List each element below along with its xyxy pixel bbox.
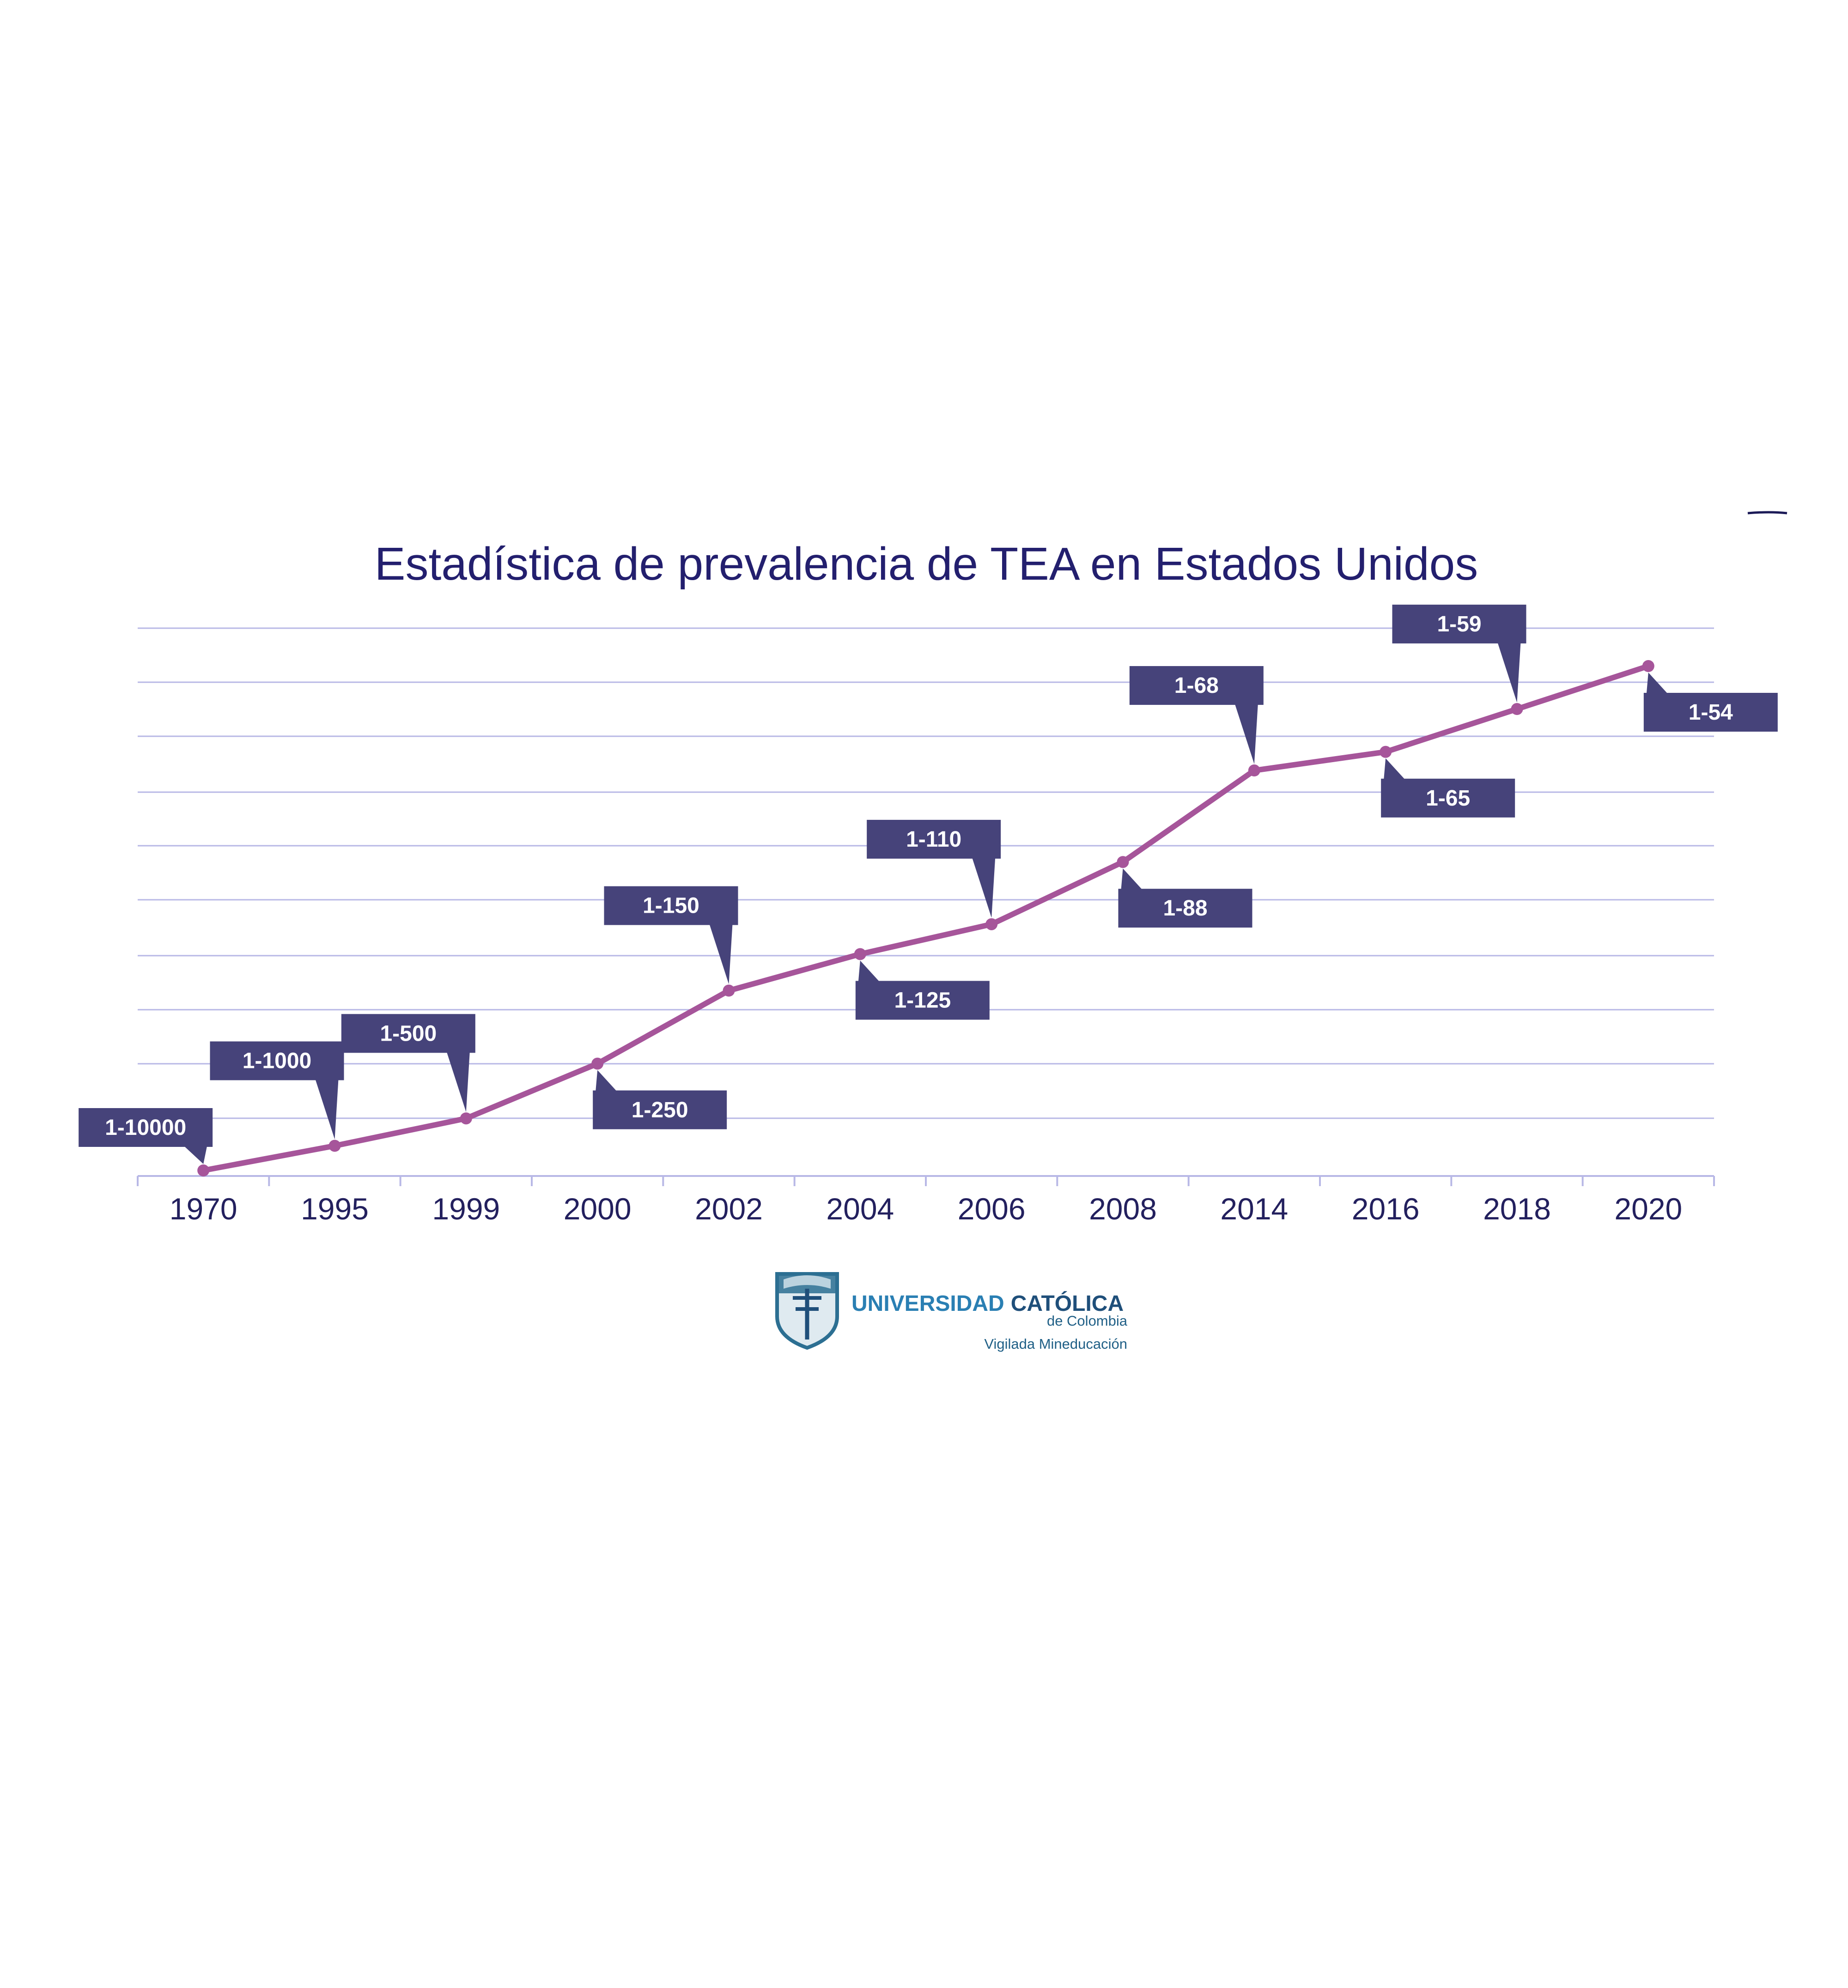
data-label-box	[867, 819, 1001, 859]
data-point	[1248, 764, 1260, 777]
data-label-box	[593, 1090, 727, 1129]
data-label: 1-110	[867, 819, 1001, 918]
data-label-box	[341, 1014, 475, 1053]
x-tick-label: 2008	[1089, 1192, 1157, 1226]
data-label-pointer	[596, 1070, 617, 1091]
data-label: 1-54	[1643, 673, 1778, 732]
data-label: 1-88	[1118, 868, 1252, 928]
data-label-text: 1-150	[643, 894, 699, 918]
x-tick-label: 2000	[564, 1192, 632, 1226]
corner-mark	[1747, 511, 1787, 515]
data-label: 1-125	[855, 960, 990, 1020]
data-label-pointer	[1384, 758, 1405, 780]
data-point	[328, 1139, 341, 1152]
logo-name-part2: CATÓLICA	[1011, 1291, 1124, 1316]
data-point	[1511, 703, 1523, 715]
x-tick-label: 1970	[170, 1192, 237, 1226]
logo-subtitle: de Colombia	[1047, 1313, 1128, 1329]
shield-icon	[775, 1272, 839, 1350]
data-point	[591, 1057, 604, 1070]
data-label-pointer	[858, 960, 880, 982]
data-label-text: 1-1000	[243, 1049, 311, 1073]
data-label-box	[1643, 693, 1778, 732]
x-tick-label: 2016	[1352, 1192, 1420, 1226]
data-point	[1117, 856, 1129, 868]
data-labels: 1-10000 1-1000 1-500 1-250 1-150 1-125 1-110 1-…	[79, 605, 1778, 1164]
logo-tagline: Vigilada Mineducación	[984, 1336, 1127, 1352]
data-label-box	[1129, 666, 1264, 705]
data-label-text: 1-110	[906, 827, 961, 852]
data-point	[460, 1112, 472, 1125]
data-label-box	[1381, 778, 1515, 818]
data-point	[1642, 660, 1654, 672]
data-label-text: 1-250	[632, 1098, 688, 1122]
data-label: 1-68	[1129, 666, 1264, 764]
series-line	[203, 663, 1649, 1173]
data-point	[197, 1164, 210, 1176]
data-label: 1-150	[604, 886, 738, 984]
data-label-pointer	[446, 1052, 470, 1112]
data-label-box	[210, 1041, 344, 1080]
data-label-text: 1-68	[1174, 673, 1219, 698]
data-label-box	[604, 886, 738, 925]
data-label: 1-65	[1381, 758, 1515, 818]
data-label-pointer	[972, 857, 996, 918]
x-tick-label: 1999	[432, 1192, 500, 1226]
logo-name-part1: UNIVERSIDAD	[851, 1291, 1004, 1316]
x-tick-label: 2020	[1614, 1192, 1682, 1226]
series-line-layer	[197, 660, 1654, 1176]
data-label-pointer	[1497, 642, 1521, 703]
x-tick-label: 2014	[1220, 1192, 1288, 1226]
x-tick-label: 2002	[695, 1192, 763, 1226]
data-label-pointer	[315, 1079, 339, 1139]
chart-title: Estadística de prevalencia de TEA en Est…	[375, 538, 1478, 590]
data-label: 1-1000	[210, 1041, 344, 1139]
data-label: 1-59	[1392, 605, 1526, 703]
logo-name: UNIVERSIDAD CATÓLICA	[851, 1291, 1124, 1316]
x-axis: 1970 1995 1999 2000 2002 2004 2006 2008 2014 2016…	[137, 1175, 1715, 1226]
data-label-box	[855, 981, 990, 1020]
x-tick-label: 1995	[301, 1192, 369, 1226]
data-label-text: 1-54	[1689, 700, 1733, 725]
data-label-box	[1392, 605, 1526, 644]
data-point	[854, 948, 866, 960]
data-label-text: 1-88	[1163, 896, 1207, 921]
data-label-text: 1-65	[1426, 786, 1470, 811]
data-label-box	[79, 1108, 213, 1147]
x-tick-label: 2018	[1483, 1192, 1551, 1226]
data-label-pointer	[1646, 673, 1668, 694]
data-label: 1-500	[341, 1014, 475, 1112]
data-label-text: 1-125	[894, 988, 951, 1013]
data-label-box	[1118, 889, 1252, 928]
data-point	[1380, 746, 1392, 758]
data-label-pointer	[1121, 868, 1143, 890]
data-label: 1-250	[593, 1070, 727, 1129]
data-label-text: 1-10000	[105, 1115, 186, 1140]
data-label-pointer	[1234, 704, 1258, 764]
data-label-pointer	[184, 1146, 207, 1164]
x-tick-label: 2006	[958, 1192, 1026, 1226]
data-label: 1-10000	[79, 1108, 213, 1164]
data-label-text: 1-500	[380, 1021, 437, 1046]
data-point	[723, 984, 735, 997]
data-label-pointer	[709, 924, 733, 984]
x-tick-label: 2004	[826, 1192, 894, 1226]
university-logo: UNIVERSIDAD CATÓLICA de Colombia Vigilada…	[775, 1272, 1128, 1352]
data-point	[985, 918, 998, 930]
data-label-text: 1-59	[1437, 612, 1481, 636]
